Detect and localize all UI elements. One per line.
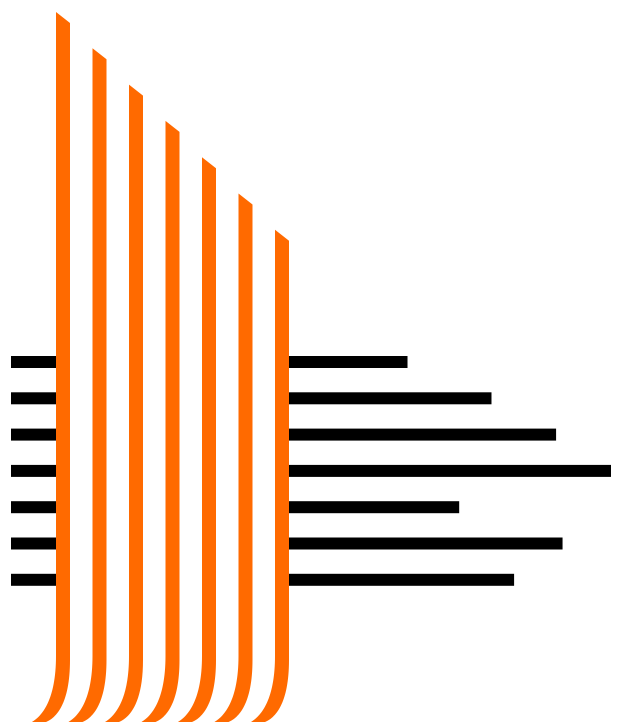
right-bar-3 [287,428,557,441]
orange-stripe-7 [251,229,289,723]
left-bar-6 [11,537,58,550]
orange-stripe-2 [68,48,107,723]
right-bar-6 [287,537,563,550]
right-bar-4 [287,464,611,477]
orange-stripe-4 [141,120,180,722]
left-bar-4 [11,464,58,477]
orange-stripe-1 [32,12,70,722]
left-bar-3 [11,428,58,441]
right-bar-7 [287,573,515,586]
orange-stripe-3 [105,84,143,723]
black-bars-group [11,356,611,586]
right-bar-5 [287,501,460,514]
left-bar-5 [11,501,58,514]
right-bar-1 [287,356,408,368]
left-bar-2 [11,392,58,405]
orange-stripes-group [32,12,289,723]
left-bar-1 [11,356,58,368]
orange-stripe-5 [178,157,216,722]
left-bar-7 [11,573,58,586]
orange-stripe-6 [214,193,253,722]
right-bar-2 [287,392,492,405]
